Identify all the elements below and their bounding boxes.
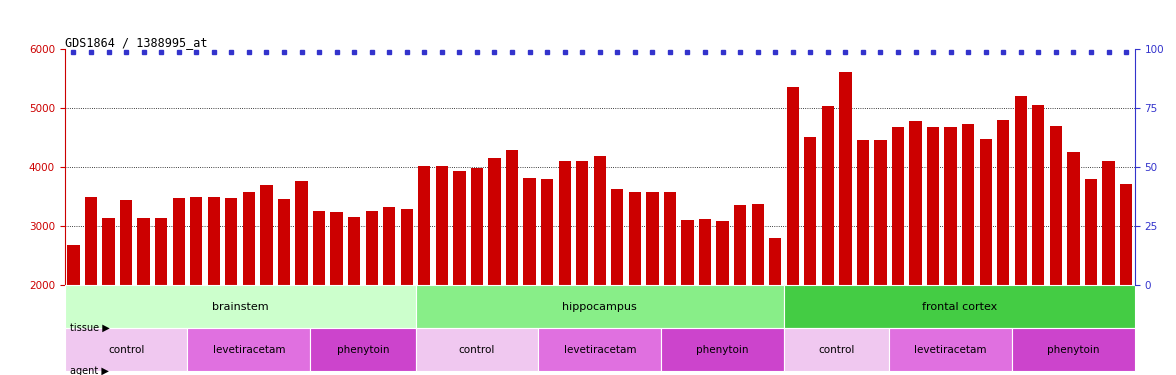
Bar	[840, 72, 851, 285]
Bar	[1050, 126, 1062, 285]
Bar	[470, 168, 483, 285]
Bar	[67, 245, 80, 285]
Bar	[681, 220, 694, 285]
Bar	[612, 189, 623, 285]
Bar	[997, 120, 1009, 285]
Bar	[1120, 183, 1132, 285]
Bar	[784, 328, 889, 371]
Bar	[120, 200, 132, 285]
Bar	[313, 211, 326, 285]
Text: phenytoin: phenytoin	[696, 345, 749, 355]
Bar	[278, 199, 290, 285]
Bar	[401, 209, 413, 285]
Bar	[909, 121, 922, 285]
Bar	[348, 217, 360, 285]
Bar	[415, 328, 539, 371]
Bar	[138, 219, 149, 285]
Bar	[187, 328, 310, 371]
Bar	[857, 140, 869, 285]
Bar	[541, 179, 553, 285]
Text: brainstem: brainstem	[212, 302, 268, 312]
Bar	[822, 106, 834, 285]
Bar	[295, 181, 308, 285]
Bar	[453, 171, 466, 285]
Bar	[173, 198, 185, 285]
Bar	[663, 192, 676, 285]
Bar	[310, 328, 415, 371]
Bar	[330, 212, 342, 285]
Bar	[804, 138, 816, 285]
Bar	[1013, 328, 1135, 371]
Text: control: control	[459, 345, 495, 355]
Bar	[1015, 96, 1027, 285]
Text: control: control	[108, 345, 145, 355]
Bar	[155, 219, 167, 285]
Bar	[191, 196, 202, 285]
Text: levetiracetam: levetiracetam	[213, 345, 285, 355]
Bar	[734, 206, 747, 285]
Bar	[769, 238, 781, 285]
Bar	[891, 127, 904, 285]
Bar	[383, 207, 395, 285]
Bar	[889, 328, 1013, 371]
Bar	[65, 285, 415, 328]
Bar	[751, 204, 763, 285]
Bar	[927, 128, 940, 285]
Text: levetiracetam: levetiracetam	[915, 345, 987, 355]
Bar	[787, 87, 799, 285]
Bar	[647, 192, 659, 285]
Bar	[1084, 179, 1097, 285]
Bar	[242, 192, 255, 285]
Text: agent ▶: agent ▶	[71, 366, 109, 375]
Bar	[962, 124, 974, 285]
Bar	[576, 161, 588, 285]
Bar	[488, 158, 501, 285]
Bar	[629, 192, 641, 285]
Bar	[208, 197, 220, 285]
Bar	[506, 150, 519, 285]
Text: hippocampus: hippocampus	[562, 302, 637, 312]
Text: phenytoin: phenytoin	[336, 345, 389, 355]
Bar	[874, 140, 887, 285]
Text: control: control	[818, 345, 855, 355]
Bar	[226, 198, 238, 285]
Bar	[594, 156, 606, 285]
Bar	[559, 161, 570, 285]
Bar	[436, 166, 448, 285]
Bar	[65, 328, 187, 371]
Bar	[661, 328, 784, 371]
Bar	[980, 139, 991, 285]
Text: frontal cortex: frontal cortex	[922, 302, 997, 312]
Text: GDS1864 / 1388995_at: GDS1864 / 1388995_at	[65, 36, 207, 49]
Bar	[944, 127, 957, 285]
Bar	[366, 211, 377, 285]
Text: phenytoin: phenytoin	[1047, 345, 1100, 355]
Bar	[784, 285, 1135, 328]
Bar	[415, 285, 784, 328]
Text: tissue ▶: tissue ▶	[71, 323, 109, 333]
Bar	[1068, 152, 1080, 285]
Bar	[85, 197, 98, 285]
Text: levetiracetam: levetiracetam	[563, 345, 636, 355]
Bar	[102, 218, 115, 285]
Bar	[1102, 161, 1115, 285]
Bar	[539, 328, 661, 371]
Bar	[699, 219, 711, 285]
Bar	[716, 221, 729, 285]
Bar	[523, 178, 536, 285]
Bar	[419, 166, 430, 285]
Bar	[1033, 105, 1044, 285]
Bar	[260, 185, 273, 285]
